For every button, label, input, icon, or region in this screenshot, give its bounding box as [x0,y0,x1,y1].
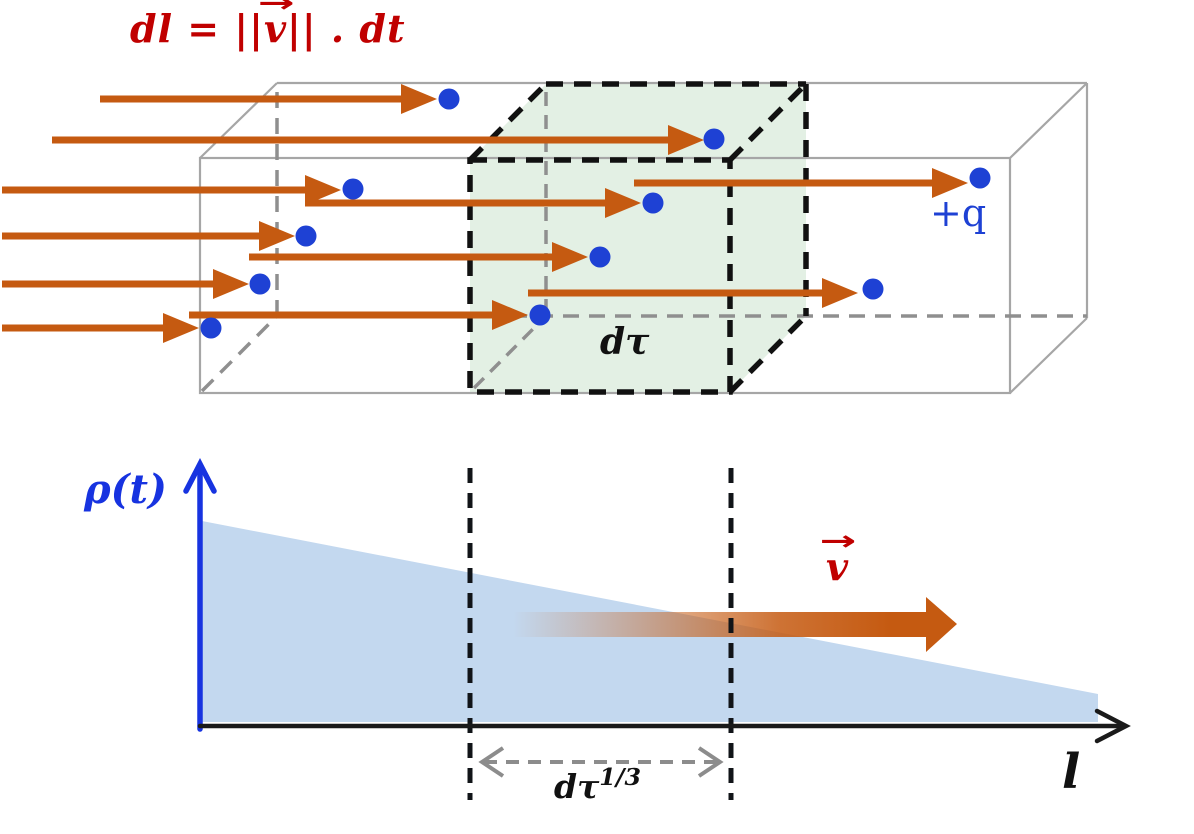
charge-dot [589,246,611,268]
charge-arrow-head [822,278,858,308]
charge-arrow-head [401,84,437,114]
charge-arrows-group [2,84,991,343]
width-label: dτ1/3 [554,763,642,807]
charge-dot [342,178,364,200]
velocity-vector-symbol: v [826,548,848,586]
charge-dot [529,304,551,326]
charge-dot [969,167,991,189]
width-label-exponent: 1/3 [599,763,642,791]
charge-arrow-head [163,313,199,343]
density-axis-label: ρ(t) [84,466,167,513]
width-label-base: dτ [554,767,600,807]
charge-arrow-head [259,221,295,251]
cube-bottom-right-edge [728,314,808,394]
cube-dashed-edges [467,81,809,395]
measure-left-arrowhead [478,746,505,778]
cube-hidden-bottom-left-edge [472,316,546,390]
charge-arrow-head [605,188,641,218]
width-measure-arrow [478,746,724,778]
cube-top-right-edge [728,82,808,162]
y-axis [183,458,217,732]
cube-hidden-edges [472,92,548,390]
y-axis-arrowhead [183,458,217,494]
charge-dot [703,128,725,150]
velocity-label: v [826,548,848,586]
title-formula: dl = ||v|| . dt [130,10,406,48]
charge-arrow-head [552,242,588,272]
outer-box-solid-edges [198,81,1089,395]
volume-element-label: dτ [600,321,650,363]
charge-dot [642,192,664,214]
charge-dot [438,88,460,110]
charge-dot [200,317,222,339]
charge-dot [249,273,271,295]
title-prefix: dl = || [130,6,264,51]
charge-arrow-head [492,300,528,330]
plot-dashed-markers [467,468,734,800]
box-hidden-bottom-left-edge [200,314,279,393]
charge-arrow-head [305,175,341,205]
charge-dot [295,225,317,247]
cube-top-left-edge [468,82,548,162]
measure-right-arrowhead [697,746,724,778]
x-axis [197,708,1131,744]
charge-dot [862,278,884,300]
velocity-gradient-arrow [513,597,957,652]
box-top-right-edge [1009,82,1088,159]
title-suffix: || . dt [287,6,406,51]
charge-arrow-head [668,125,704,155]
box-bottom-right-edge [1009,317,1088,394]
cube-front-face [467,157,733,395]
charge-label: +q [930,191,987,235]
density-plot [183,458,1131,800]
x-axis-arrowhead [1094,708,1131,744]
charge-arrow-head [213,269,249,299]
charge-arrow-head [932,168,968,198]
box-top-left-edge [199,82,278,159]
title-velocity-vector: v [264,10,287,48]
length-axis-label: l [1062,744,1081,800]
